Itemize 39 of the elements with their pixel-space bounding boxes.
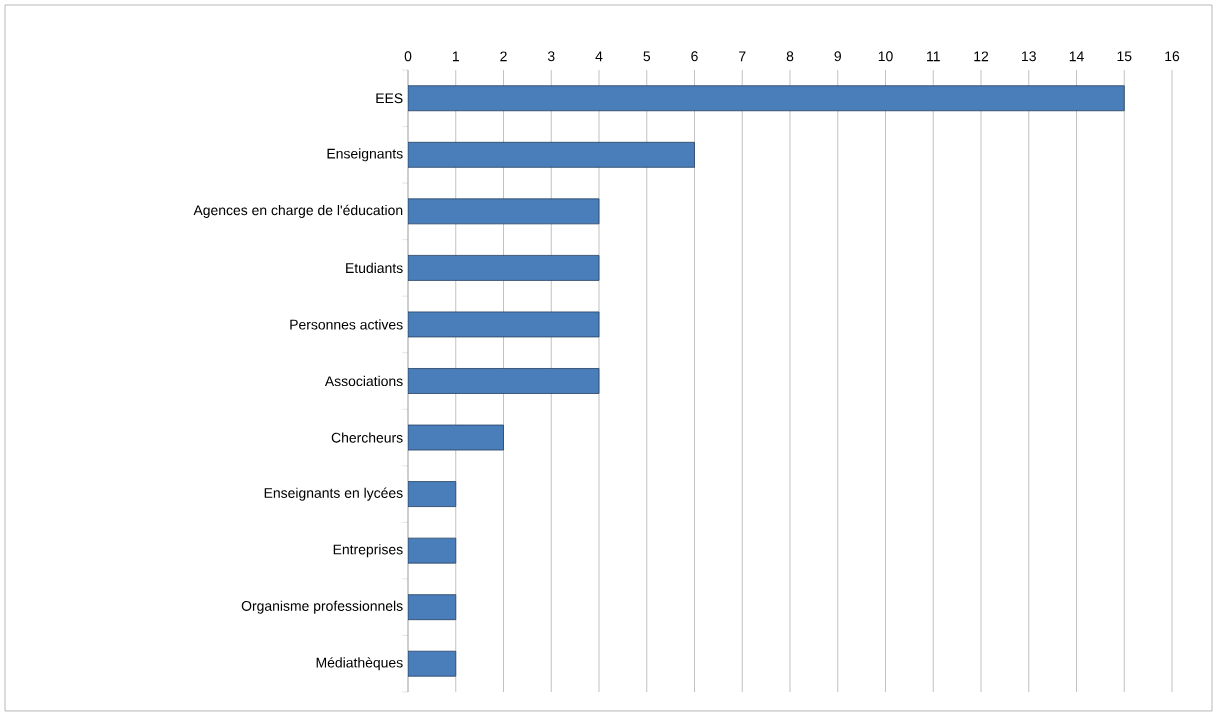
y-tick-label: Chercheurs bbox=[331, 432, 403, 443]
bar bbox=[408, 481, 457, 507]
y-tick-label: Entreprises bbox=[333, 544, 403, 558]
bar bbox=[408, 594, 457, 621]
x-tick-label: 15 bbox=[1117, 51, 1132, 62]
x-tick-label: 12 bbox=[974, 51, 989, 62]
x-tick-label: 11 bbox=[927, 51, 940, 62]
x-tick-label: 5 bbox=[643, 51, 651, 62]
bar bbox=[408, 650, 457, 677]
x-tick-label: 10 bbox=[878, 51, 893, 62]
x-tick-label: 9 bbox=[834, 51, 841, 62]
x-tick-label: 4 bbox=[595, 51, 603, 62]
y-tick-label: Etudiants bbox=[346, 262, 403, 274]
bar bbox=[408, 537, 457, 564]
x-tick-label: 16 bbox=[1165, 51, 1180, 62]
y-tick-label: Agences en charge de l'éducation bbox=[193, 204, 403, 218]
y-tick-label: EES bbox=[376, 93, 403, 104]
bar bbox=[408, 141, 695, 168]
bar bbox=[408, 85, 1125, 112]
x-tick-label: 14 bbox=[1069, 51, 1084, 62]
y-tick-label: Enseignants en lycées bbox=[264, 487, 403, 501]
y-tick-label: Organisme professionnels bbox=[241, 600, 403, 614]
bar bbox=[408, 255, 600, 281]
x-tick-label: 8 bbox=[786, 51, 794, 62]
bar bbox=[408, 424, 504, 451]
x-tick-label: 3 bbox=[547, 51, 555, 62]
bar bbox=[408, 198, 600, 225]
x-tick-label: 13 bbox=[1022, 51, 1036, 62]
y-tick-label: Personnes actives bbox=[290, 319, 403, 330]
y-tick-label: Médiathèques bbox=[316, 657, 403, 671]
bar bbox=[408, 311, 600, 338]
x-tick-label: 7 bbox=[739, 51, 746, 62]
x-tick-label: 6 bbox=[691, 51, 698, 62]
x-tick-label: 0 bbox=[404, 51, 412, 62]
y-tick-label: Enseignants bbox=[327, 148, 403, 162]
y-tick-label: Associations bbox=[324, 375, 403, 387]
x-tick-label: 1 bbox=[452, 51, 459, 62]
x-tick-label: 2 bbox=[500, 51, 507, 62]
bar bbox=[408, 368, 600, 394]
